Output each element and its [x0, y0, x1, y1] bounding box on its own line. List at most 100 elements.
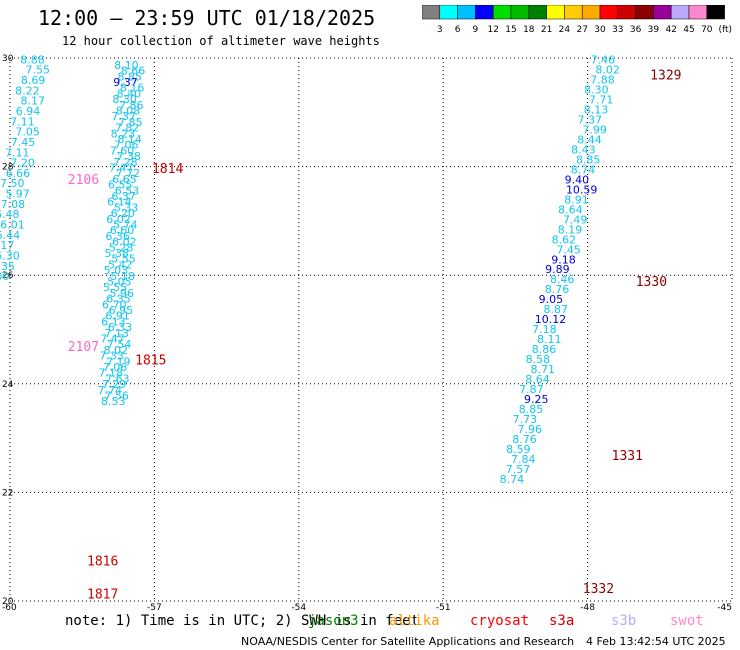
- wave-height-label: 7.82: [115, 122, 140, 135]
- wave-height-label: 7.29: [102, 378, 127, 391]
- wave-height-label: 8.85: [576, 153, 601, 166]
- mission-legend-item: jason3: [308, 613, 359, 629]
- colorbar-label: 24: [559, 25, 571, 35]
- wave-height-label: 6.44: [0, 229, 20, 242]
- wave-height-label: 7.56: [104, 390, 129, 403]
- colorbar-label: 39: [648, 25, 660, 35]
- mission-legend-item: cryosat: [470, 613, 530, 629]
- wave-height-label: 5.74: [113, 219, 138, 232]
- mission-legend-item: s3b: [611, 613, 637, 629]
- wave-height-label: 8.23: [111, 127, 136, 140]
- colorbar-label: 18: [523, 25, 535, 35]
- color-legend: 3 6 9 12 15 18 21 24 27 30 33 36 39 42 45 70 (ft): [422, 5, 732, 35]
- colorbar-label: 12: [487, 25, 498, 35]
- wave-height-label: 8.19: [558, 223, 583, 236]
- colorbar-label: 36: [630, 25, 642, 35]
- wave-height-label: 6.30: [0, 249, 20, 262]
- wave-height-label: 8.85: [118, 70, 143, 83]
- wave-height-label: 7.72: [116, 167, 141, 180]
- wave-height-label: 7.73: [513, 413, 538, 426]
- wave-height-label: 7.54: [107, 338, 132, 351]
- wave-height-label: 7.87: [519, 383, 544, 396]
- wave-height-label: 9.25: [524, 393, 549, 406]
- wave-height-label: 8.69: [21, 74, 46, 87]
- wave-height-label: 7.13: [105, 327, 130, 340]
- wave-height-label: 7.86: [119, 99, 144, 112]
- colorbar-unit: (ft): [718, 25, 732, 35]
- wave-height-label: 8.74: [500, 473, 525, 486]
- wave-height-label: 5.03: [104, 264, 129, 277]
- wave-height-label: 7.49: [563, 213, 588, 226]
- wave-height-label: 7.18: [532, 323, 557, 336]
- wave-height-label: 5.55: [103, 281, 128, 294]
- colorbar-label: 33: [612, 25, 623, 35]
- wave-height-label: 7.96: [517, 423, 542, 436]
- wave-height-label: 8.44: [577, 133, 602, 146]
- wave-height-label: 6.60: [110, 224, 135, 237]
- wave-height-label: 6.01: [0, 219, 25, 232]
- wave-height-label: 7.45: [11, 136, 36, 149]
- wave-height-label: 6.53: [115, 184, 140, 197]
- wave-height-label: 8.58: [526, 353, 551, 366]
- wave-height-label: 8.14: [117, 133, 142, 146]
- wave-height-label: 6.17: [0, 239, 14, 252]
- wave-height-label: 7.60: [110, 144, 135, 157]
- track-time-annotations: 1329 1330 1331 1332 1814 1815 1816 1817 2106 2107: [68, 69, 682, 603]
- wave-height-label: 5.05: [107, 276, 132, 289]
- wave-height-label: 8.64: [558, 203, 583, 216]
- wave-height-label: 6.33: [108, 321, 133, 334]
- mission-legend-item: swot: [670, 613, 704, 629]
- wave-height-label: 7.06: [114, 139, 139, 152]
- wave-height-label: 6.20: [111, 207, 136, 220]
- wave-height-label: 5.96: [110, 287, 135, 300]
- wave-height-label: 6.37: [111, 190, 136, 203]
- wave-height-label: 8.71: [530, 363, 555, 376]
- wave-height-label: 6.13: [101, 315, 126, 328]
- x-tick-label: -54: [291, 603, 306, 613]
- pass-time-label: 2107: [68, 340, 99, 355]
- colorbar-label: 6: [455, 25, 461, 35]
- wave-height-label: 7.74: [98, 384, 123, 397]
- y-tick-label: 24: [2, 380, 14, 390]
- axis-labels: -60 -57 -54 -51 -48 -45 20 22 24 26 28 30: [2, 54, 732, 613]
- wave-height-label: 6.65: [112, 173, 137, 186]
- colorbar-label: 30: [594, 25, 606, 35]
- wave-height-label: 8.30: [584, 83, 609, 96]
- wave-height-label: 7.50: [0, 177, 25, 190]
- wave-height-label: 7.19: [106, 355, 131, 368]
- colorbar-label: 9: [473, 25, 479, 35]
- wave-height-label: 10.12: [535, 313, 567, 326]
- wave-height-label: 8.17: [20, 95, 45, 108]
- wave-height-label: 7.85: [118, 116, 143, 129]
- pass-time-label: 1329: [650, 69, 681, 84]
- wave-height-label: 7.37: [578, 113, 603, 126]
- wave-height-label: 9.37: [113, 76, 138, 89]
- wave-height-label: 5.38: [105, 247, 130, 260]
- wave-height-label: 7.57: [506, 463, 531, 476]
- pass-time-label: 2106: [68, 173, 99, 188]
- wave-height-label: 5.33: [114, 201, 139, 214]
- wave-height-label: 8.74: [571, 163, 596, 176]
- wave-height-label: 6.36: [105, 230, 130, 243]
- wave-height-label: 7.08: [1, 198, 26, 211]
- pass-time-label: 1814: [152, 162, 183, 177]
- wave-height-label: 8.86: [532, 343, 557, 356]
- wave-height-label: 7.45: [556, 243, 581, 256]
- wave-height-label: 6.35: [106, 293, 131, 306]
- colorbar-label: 21: [541, 25, 552, 35]
- x-tick-label: -48: [580, 603, 595, 613]
- wave-height-label: 7.37: [111, 110, 136, 123]
- wave-height-label: 7.99: [582, 123, 607, 136]
- wave-height-label: 8.10: [114, 59, 139, 72]
- wave-height-label: 6.95: [109, 304, 134, 317]
- wave-height-label: 8.02: [104, 344, 129, 357]
- wave-height-label: 8.91: [564, 193, 589, 206]
- wave-height-label: 9.89: [545, 263, 570, 276]
- wave-height-label: 5.35: [0, 260, 15, 273]
- wave-height-label: 8.22: [15, 84, 40, 97]
- wave-height-label: 7.05: [15, 126, 40, 139]
- footer-note: note: 1) Time is in UTC; 2) SWH is in fe…: [65, 613, 420, 629]
- x-tick-label: -45: [717, 603, 732, 613]
- wave-height-label: 7.47: [100, 333, 125, 346]
